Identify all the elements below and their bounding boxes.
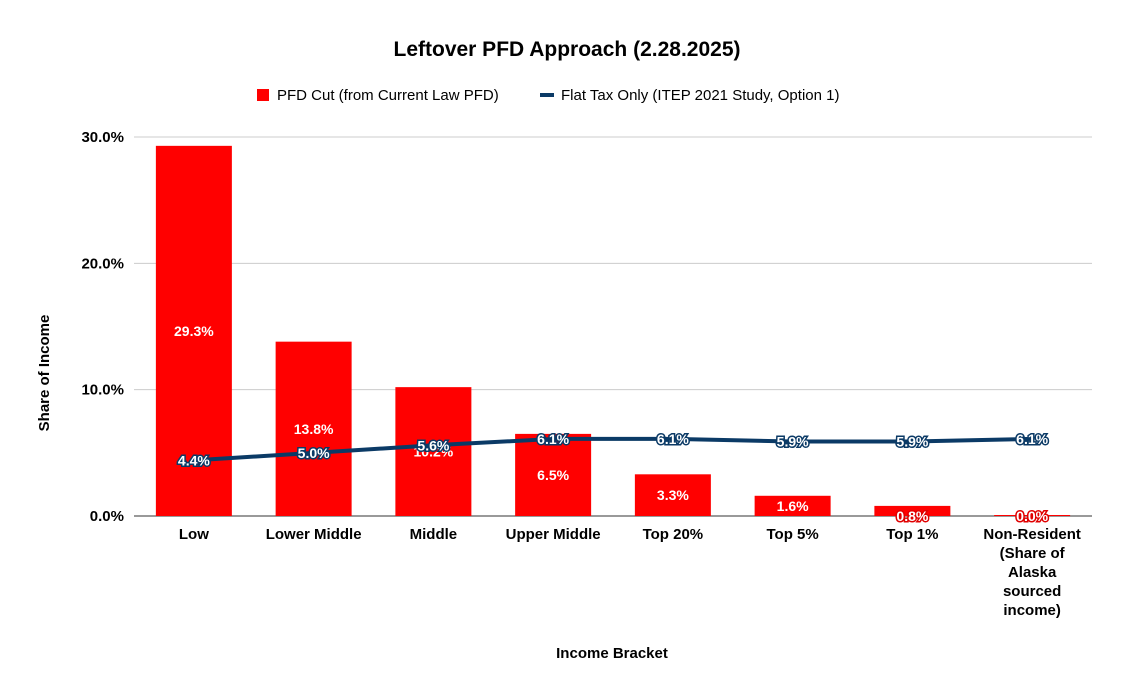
bar [994,515,1071,516]
x-category-line: Top 1% [886,526,938,543]
line-data-label: 6.1% [537,431,569,447]
y-tick-label: 30.0% [81,129,124,146]
x-category-label: Non-Resident (Share of Alaska sourced income… [983,526,1081,619]
x-category-label: Low [179,526,209,543]
line-data-label: 5.6% [417,437,449,453]
x-category-line: (Share of [1000,545,1066,562]
x-category-label: Lower Middle [266,526,362,543]
line-data-label: 6.1% [657,431,689,447]
x-category-line: Upper Middle [506,526,601,543]
line-flat-tax [191,436,1035,463]
legend-label-flat-tax: Flat Tax Only (ITEP 2021 Study, Option 1… [561,87,839,104]
series-line [191,436,1035,463]
x-category-line: Alaska [1008,564,1057,581]
x-category-line: Non-Resident [983,526,1081,543]
line-data-label: 5.9% [896,433,928,449]
bars-pfd-cut [155,145,1071,517]
x-category-line: Lower Middle [266,526,362,543]
legend-swatch-pfd-cut [257,89,269,101]
x-category-line: Low [179,526,209,543]
line-labels: 4.4% 5.0% 5.6% 6.1% 6.1% 5.9% 5.9% 6.1% [176,429,1050,469]
x-category-line: sourced [1003,583,1061,600]
bar [275,341,352,516]
bar-data-label: 13.8% [294,421,334,437]
x-category-label: Upper Middle [506,526,601,543]
bar-labels: 29.3%13.8%10.2%6.5%3.3%1.6%0.8% 0.0% [174,323,1050,526]
legend-swatch-flat-tax [540,93,554,97]
bar-data-label: 0.8% [896,508,928,524]
y-axis-ticks: 0.0% 10.0% 20.0% 30.0% [81,129,124,525]
x-category-line: Top 5% [767,526,819,543]
x-category-label: Top 5% [767,526,819,543]
x-category-line: income) [1003,602,1061,619]
x-category-label: Top 1% [886,526,938,543]
bar-data-label: 1.6% [777,498,809,514]
y-tick-label: 0.0% [90,508,124,525]
legend: PFD Cut (from Current Law PFD) Flat Tax … [257,87,839,104]
line-data-label: 5.9% [777,433,809,449]
line-data-label: 4.4% [178,452,210,468]
legend-label-pfd-cut: PFD Cut (from Current Law PFD) [277,87,499,104]
bar [395,387,472,516]
bar [874,505,951,516]
y-tick-label: 10.0% [81,382,124,399]
bar [515,433,592,516]
x-category-line: Top 20% [643,526,704,543]
line-data-label: 5.0% [298,445,330,461]
line-data-label: 6.1% [1016,431,1048,447]
bar [155,145,232,517]
bar-data-label: 6.5% [537,467,569,483]
x-category-line: Middle [410,526,458,543]
chart-title: Leftover PFD Approach (2.28.2025) [394,38,741,61]
y-axis-title: Share of Income [36,315,53,432]
y-tick-label: 20.0% [81,255,124,272]
x-category-label: Top 20% [643,526,704,543]
bar-data-label: 3.3% [657,487,689,503]
bar [754,495,831,516]
bar-data-label: 0.0% [1016,508,1048,524]
bar [634,474,711,516]
x-axis-categories: Low Lower Middle Middle Upper Middle Top 20%… [179,526,1081,619]
x-axis-title: Income Bracket [556,645,668,662]
bar-data-label: 29.3% [174,323,214,339]
x-category-label: Middle [410,526,458,543]
